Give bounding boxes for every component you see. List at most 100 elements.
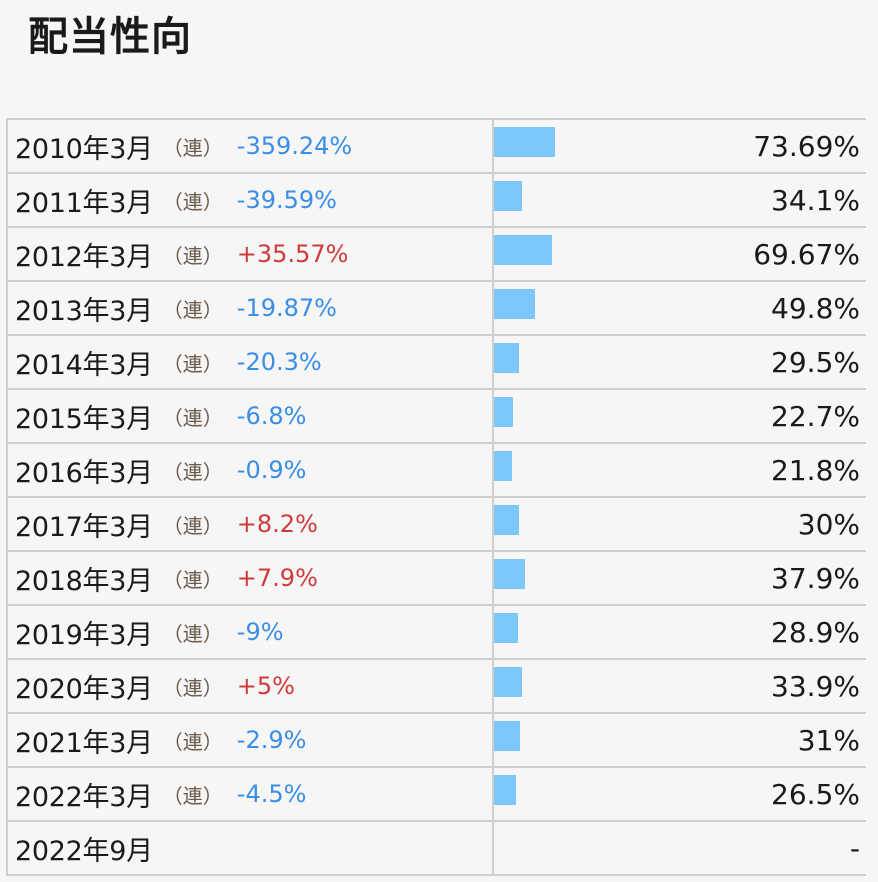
payout-ratio-table: 2010年3月 （連） -359.24% 73.69% 2011年3月 （連） -39.59… xyxy=(6,118,866,876)
period-cell: 2022年9月 xyxy=(8,822,494,874)
ratio-bar xyxy=(494,235,552,265)
change-rate: -4.5% xyxy=(236,780,307,808)
table-row: 2012年3月 （連） +35.57% 69.67% xyxy=(8,228,866,282)
change-rate: +35.57% xyxy=(236,240,349,268)
period-label: 2022年9月 xyxy=(15,835,153,867)
period-label: 2022年3月 xyxy=(15,781,153,813)
payout-ratio-value: 22.7% xyxy=(771,399,860,433)
period-cell: 2018年3月 （連） +7.9% xyxy=(8,552,494,604)
table-row: 2020年3月 （連） +5% 33.9% xyxy=(8,660,866,714)
period-label: 2018年3月 xyxy=(15,565,153,597)
table-row: 2022年9月 - xyxy=(8,822,866,876)
payout-ratio-value: 34.1% xyxy=(771,183,860,217)
consolidated-tag: （連） xyxy=(162,243,223,268)
ratio-cell: 49.8% xyxy=(494,282,866,334)
consolidated-tag: （連） xyxy=(162,135,223,160)
change-rate: +8.2% xyxy=(236,510,318,538)
change-rate: -2.9% xyxy=(236,726,307,754)
consolidated-tag: （連） xyxy=(162,189,223,214)
payout-ratio-value: 33.9% xyxy=(771,669,860,703)
period-label: 2016年3月 xyxy=(15,457,153,489)
ratio-bar xyxy=(494,721,520,751)
ratio-cell: 73.69% xyxy=(494,120,866,172)
change-rate: -20.3% xyxy=(236,348,322,376)
ratio-cell: 30% xyxy=(494,498,866,550)
ratio-cell: 37.9% xyxy=(494,552,866,604)
table-row: 2017年3月 （連） +8.2% 30% xyxy=(8,498,866,552)
table-row: 2013年3月 （連） -19.87% 49.8% xyxy=(8,282,866,336)
table-row: 2011年3月 （連） -39.59% 34.1% xyxy=(8,174,866,228)
ratio-bar xyxy=(494,127,555,157)
page-title: 配当性向 xyxy=(28,14,192,60)
ratio-bar xyxy=(494,343,519,373)
change-rate: -19.87% xyxy=(236,294,337,322)
ratio-bar xyxy=(494,397,513,427)
period-cell: 2012年3月 （連） +35.57% xyxy=(8,228,494,280)
payout-ratio-value: 37.9% xyxy=(771,561,860,595)
period-cell: 2021年3月 （連） -2.9% xyxy=(8,714,494,766)
period-label: 2013年3月 xyxy=(15,295,153,327)
period-cell: 2016年3月 （連） -0.9% xyxy=(8,444,494,496)
period-label: 2012年3月 xyxy=(15,241,153,273)
ratio-cell: 34.1% xyxy=(494,174,866,226)
consolidated-tag: （連） xyxy=(162,513,223,538)
period-cell: 2019年3月 （連） -9% xyxy=(8,606,494,658)
period-cell: 2011年3月 （連） -39.59% xyxy=(8,174,494,226)
table-row: 2016年3月 （連） -0.9% 21.8% xyxy=(8,444,866,498)
consolidated-tag: （連） xyxy=(162,351,223,376)
ratio-cell: - xyxy=(494,822,866,874)
consolidated-tag: （連） xyxy=(162,675,223,700)
payout-ratio-value: 69.67% xyxy=(753,237,860,271)
payout-ratio-value: 49.8% xyxy=(771,291,860,325)
period-label: 2020年3月 xyxy=(15,673,153,705)
payout-ratio-value: 26.5% xyxy=(771,777,860,811)
payout-ratio-value: 30% xyxy=(797,507,860,541)
change-rate: -6.8% xyxy=(236,402,307,430)
consolidated-tag: （連） xyxy=(162,621,223,646)
period-label: 2010年3月 xyxy=(15,133,153,165)
period-label: 2014年3月 xyxy=(15,349,153,381)
payout-ratio-value: 73.69% xyxy=(753,129,860,163)
period-label: 2021年3月 xyxy=(15,727,153,759)
period-cell: 2013年3月 （連） -19.87% xyxy=(8,282,494,334)
ratio-bar xyxy=(494,559,525,589)
change-rate: -39.59% xyxy=(236,186,337,214)
period-cell: 2020年3月 （連） +5% xyxy=(8,660,494,712)
ratio-bar xyxy=(494,505,519,535)
period-cell: 2014年3月 （連） -20.3% xyxy=(8,336,494,388)
payout-ratio-value: 29.5% xyxy=(771,345,860,379)
consolidated-tag: （連） xyxy=(162,729,223,754)
table-row: 2019年3月 （連） -9% 28.9% xyxy=(8,606,866,660)
table-row: 2022年3月 （連） -4.5% 26.5% xyxy=(8,768,866,822)
ratio-cell: 29.5% xyxy=(494,336,866,388)
period-label: 2019年3月 xyxy=(15,619,153,651)
payout-ratio-value: 21.8% xyxy=(771,453,860,487)
payout-ratio-value: 28.9% xyxy=(771,615,860,649)
change-rate: +7.9% xyxy=(236,564,318,592)
period-cell: 2015年3月 （連） -6.8% xyxy=(8,390,494,442)
period-label: 2017年3月 xyxy=(15,511,153,543)
ratio-bar xyxy=(494,667,522,697)
consolidated-tag: （連） xyxy=(162,297,223,322)
ratio-cell: 22.7% xyxy=(494,390,866,442)
consolidated-tag: （連） xyxy=(162,783,223,808)
ratio-bar xyxy=(494,613,518,643)
period-label: 2011年3月 xyxy=(15,187,153,219)
change-rate: +5% xyxy=(236,672,295,700)
period-cell: 2017年3月 （連） +8.2% xyxy=(8,498,494,550)
ratio-bar xyxy=(494,775,516,805)
ratio-bar xyxy=(494,451,512,481)
table-row: 2015年3月 （連） -6.8% 22.7% xyxy=(8,390,866,444)
consolidated-tag: （連） xyxy=(162,405,223,430)
change-rate: -359.24% xyxy=(236,132,353,160)
consolidated-tag: （連） xyxy=(162,567,223,592)
payout-ratio-value: - xyxy=(849,831,860,865)
period-cell: 2010年3月 （連） -359.24% xyxy=(8,120,494,172)
payout-ratio-value: 31% xyxy=(797,723,860,757)
ratio-cell: 21.8% xyxy=(494,444,866,496)
period-cell: 2022年3月 （連） -4.5% xyxy=(8,768,494,820)
table-row: 2018年3月 （連） +7.9% 37.9% xyxy=(8,552,866,606)
ratio-bar xyxy=(494,289,535,319)
table-row: 2021年3月 （連） -2.9% 31% xyxy=(8,714,866,768)
ratio-cell: 28.9% xyxy=(494,606,866,658)
